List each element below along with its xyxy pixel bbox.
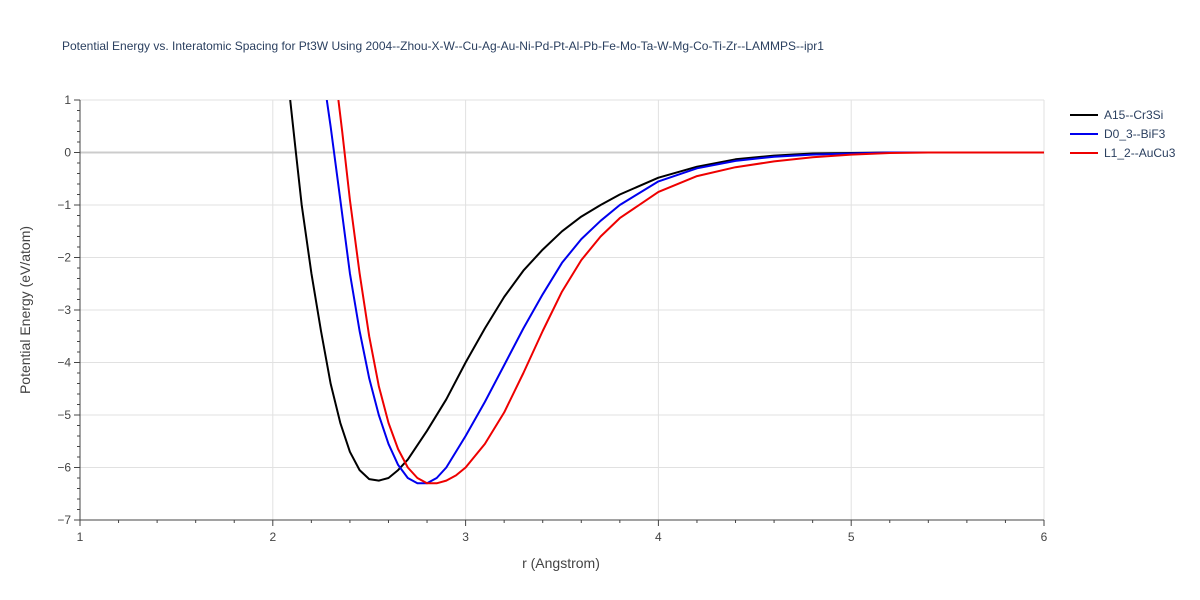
y-tick-label: −6 [57, 461, 71, 475]
legend-label: A15--Cr3Si [1104, 108, 1163, 122]
series-line-2 [337, 100, 1044, 485]
y-tick-label: −5 [57, 408, 71, 422]
y-tick-label: 0 [64, 146, 71, 160]
series-line-1 [325, 100, 1044, 485]
y-tick-label: −7 [57, 513, 71, 527]
legend-label: D0_3--BiF3 [1104, 127, 1166, 141]
x-tick-label: 5 [848, 530, 855, 544]
x-tick-label: 3 [462, 530, 469, 544]
y-tick-label: −4 [57, 356, 71, 370]
y-axis-title: Potential Energy (eV/atom) [17, 226, 33, 394]
x-axis-title: r (Angstrom) [522, 555, 600, 571]
x-tick-label: 4 [655, 530, 662, 544]
series-line-0 [289, 100, 1044, 482]
y-tick-label: 1 [64, 93, 71, 107]
legend-label: L1_2--AuCu3 [1104, 146, 1176, 160]
legend[interactable]: A15--Cr3Si D0_3--BiF3 L1_2--AuCu3 [1070, 108, 1176, 160]
axes: 1 2 3 4 5 6 1 0 −1 −2 −3 −4 −5 −6 −7 [57, 93, 1047, 544]
y-tick-label: −1 [57, 198, 71, 212]
x-tick-label: 2 [269, 530, 276, 544]
series-lines [289, 100, 1044, 485]
x-tick-label: 6 [1041, 530, 1048, 544]
legend-item[interactable]: L1_2--AuCu3 [1070, 146, 1176, 160]
legend-item[interactable]: D0_3--BiF3 [1070, 127, 1166, 141]
x-tick-label: 1 [77, 530, 84, 544]
y-tick-label: −2 [57, 251, 71, 265]
legend-item[interactable]: A15--Cr3Si [1070, 108, 1163, 122]
chart-title: Potential Energy vs. Interatomic Spacing… [62, 39, 824, 53]
y-tick-label: −3 [57, 303, 71, 317]
grid [80, 99, 1045, 520]
